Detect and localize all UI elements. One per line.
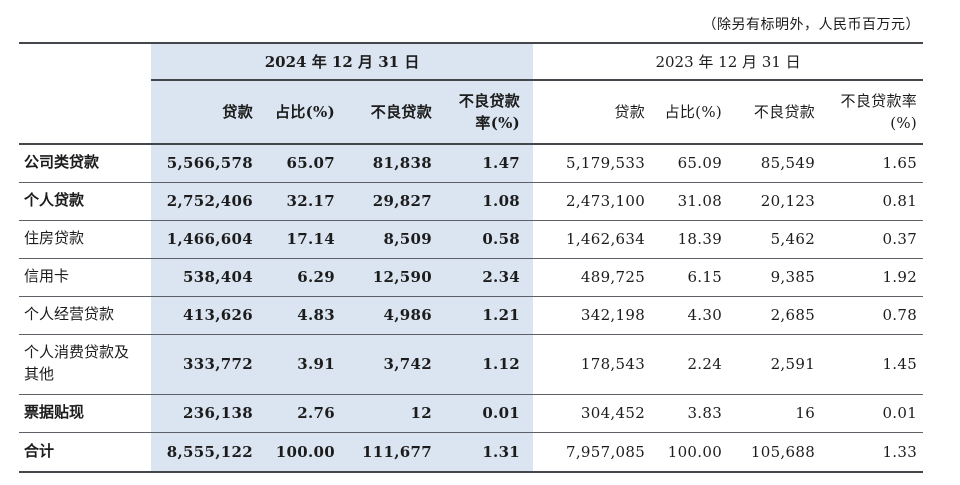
cell-2023-npl-rate: 1.45 — [827, 334, 924, 395]
cell-2024-npl-rate: 1.12 — [444, 334, 534, 395]
cell-2024-npl: 12 — [347, 394, 444, 433]
corner-cell — [19, 43, 151, 80]
period-header-row: 2024 年 12 月 31 日 2023 年 12 月 31 日 — [19, 43, 924, 81]
label-header-cell — [19, 80, 151, 145]
cell-2024-npl-rate: 2.34 — [444, 258, 534, 297]
cell-2023-loans: 178,543 — [533, 334, 658, 395]
cell-2023-npl-rate: 1.65 — [827, 144, 924, 183]
cell-2023-npl: 16 — [734, 394, 828, 433]
header-2024-npl: 不良贷款 — [347, 80, 444, 145]
table-row-housing-loans: 住房贷款 1,466,604 17.14 8,509 0.58 1,462,63… — [19, 220, 924, 259]
cell-2023-loans: 7,957,085 — [533, 432, 658, 473]
cell-2023-npl-rate: 0.81 — [827, 182, 924, 221]
cell-2024-ratio: 65.07 — [265, 144, 347, 183]
cell-2024-ratio: 17.14 — [265, 220, 347, 259]
cell-2024-npl: 12,590 — [347, 258, 444, 297]
cell-2023-ratio: 31.08 — [657, 182, 735, 221]
cell-2024-loans: 8,555,122 — [151, 432, 265, 473]
cell-2023-ratio: 6.15 — [657, 258, 735, 297]
cell-2024-npl: 4,986 — [347, 296, 444, 335]
period-2023: 2023 年 12 月 31 日 — [533, 43, 924, 81]
column-header-row: 贷款 占比(%) 不良贷款 不良贷款 率(%) 贷款 占比(%) 不良贷款 不良… — [19, 80, 924, 145]
cell-2023-loans: 5,179,533 — [533, 144, 658, 183]
cell-2023-loans: 304,452 — [533, 394, 658, 433]
cell-2024-npl-rate: 1.21 — [444, 296, 534, 335]
unit-note: （除另有标明外，人民币百万元） — [702, 17, 920, 33]
cell-2024-npl-rate: 1.31 — [444, 432, 534, 473]
cell-2023-npl: 105,688 — [734, 432, 828, 473]
table-row-discounted-bills: 票据贴现 236,138 2.76 12 0.01 304,452 3.83 1… — [19, 394, 924, 433]
header-2023-npl: 不良贷款 — [734, 80, 828, 145]
cell-2024-npl: 29,827 — [347, 182, 444, 221]
cell-2023-loans: 2,473,100 — [533, 182, 658, 221]
cell-2024-ratio: 2.76 — [265, 394, 347, 433]
cell-2024-loans: 1,466,604 — [151, 220, 265, 259]
cell-2023-loans: 489,725 — [533, 258, 658, 297]
cell-2023-npl-rate: 1.33 — [827, 432, 924, 473]
cell-2023-npl-rate: 1.92 — [827, 258, 924, 297]
header-2023-npl-rate: 不良贷款率 (%) — [827, 80, 924, 145]
period-2024: 2024 年 12 月 31 日 — [151, 43, 534, 81]
cell-2024-loans: 2,752,406 — [151, 182, 265, 221]
cell-2023-ratio: 100.00 — [657, 432, 735, 473]
table-row-corporate-loans: 公司类贷款 5,566,578 65.07 81,838 1.47 5,179,… — [19, 144, 924, 183]
cell-2024-npl: 3,742 — [347, 334, 444, 395]
header-2024-loans: 贷款 — [151, 80, 265, 145]
loan-quality-table: 2024 年 12 月 31 日 2023 年 12 月 31 日 贷款 占比(… — [19, 42, 924, 473]
cell-2024-loans: 5,566,578 — [151, 144, 265, 183]
cell-2024-npl: 81,838 — [347, 144, 444, 183]
cell-2024-loans: 538,404 — [151, 258, 265, 297]
cell-2024-npl: 111,677 — [347, 432, 444, 473]
cell-2024-loans: 236,138 — [151, 394, 265, 433]
table-row-credit-card: 信用卡 538,404 6.29 12,590 2.34 489,725 6.1… — [19, 258, 924, 297]
table-row-personal-consumption-loans: 个人消费贷款及其他 333,772 3.91 3,742 1.12 178,54… — [19, 334, 924, 395]
cell-2023-npl: 2,591 — [734, 334, 828, 395]
cell-2023-npl: 2,685 — [734, 296, 828, 335]
cell-2023-npl: 85,549 — [734, 144, 828, 183]
header-2024-npl-rate: 不良贷款 率(%) — [444, 80, 534, 145]
cell-2023-loans: 1,462,634 — [533, 220, 658, 259]
cell-2023-npl: 9,385 — [734, 258, 828, 297]
cell-2024-loans: 413,626 — [151, 296, 265, 335]
row-label: 个人贷款 — [19, 182, 151, 221]
cell-2023-loans: 342,198 — [533, 296, 658, 335]
cell-2024-ratio: 32.17 — [265, 182, 347, 221]
row-label: 个人经营贷款 — [19, 296, 151, 335]
cell-2024-loans: 333,772 — [151, 334, 265, 395]
row-label: 信用卡 — [19, 258, 151, 297]
row-label: 个人消费贷款及其他 — [19, 334, 151, 395]
cell-2024-npl-rate: 1.47 — [444, 144, 534, 183]
cell-2024-ratio: 3.91 — [265, 334, 347, 395]
cell-2023-ratio: 4.30 — [657, 296, 735, 335]
row-label: 合计 — [19, 432, 151, 473]
header-2023-ratio: 占比(%) — [657, 80, 735, 145]
table-row-personal-loans: 个人贷款 2,752,406 32.17 29,827 1.08 2,473,1… — [19, 182, 924, 221]
cell-2024-ratio: 6.29 — [265, 258, 347, 297]
cell-2023-ratio: 65.09 — [657, 144, 735, 183]
cell-2024-npl-rate: 0.01 — [444, 394, 534, 433]
cell-2024-ratio: 4.83 — [265, 296, 347, 335]
row-label: 票据贴现 — [19, 394, 151, 433]
cell-2024-npl-rate: 1.08 — [444, 182, 534, 221]
table-row-total: 合计 8,555,122 100.00 111,677 1.31 7,957,0… — [19, 432, 924, 473]
row-label: 公司类贷款 — [19, 144, 151, 183]
cell-2024-ratio: 100.00 — [265, 432, 347, 473]
cell-2024-npl: 8,509 — [347, 220, 444, 259]
row-label: 住房贷款 — [19, 220, 151, 259]
table-row-personal-business-loans: 个人经营贷款 413,626 4.83 4,986 1.21 342,198 4… — [19, 296, 924, 335]
header-2023-loans: 贷款 — [533, 80, 658, 145]
header-2024-ratio: 占比(%) — [265, 80, 347, 145]
cell-2023-npl-rate: 0.01 — [827, 394, 924, 433]
cell-2023-npl-rate: 0.37 — [827, 220, 924, 259]
cell-2023-ratio: 3.83 — [657, 394, 735, 433]
cell-2023-npl-rate: 0.78 — [827, 296, 924, 335]
cell-2023-ratio: 2.24 — [657, 334, 735, 395]
cell-2023-ratio: 18.39 — [657, 220, 735, 259]
cell-2023-npl: 20,123 — [734, 182, 828, 221]
cell-2023-npl: 5,462 — [734, 220, 828, 259]
cell-2024-npl-rate: 0.58 — [444, 220, 534, 259]
